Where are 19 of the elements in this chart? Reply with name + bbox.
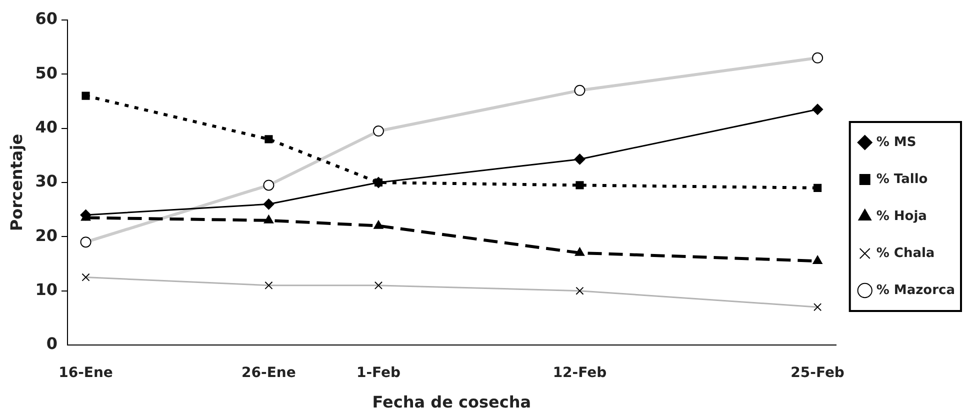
legend-label: % Tallo xyxy=(876,172,928,187)
x-tick-label: 26-Ene xyxy=(242,365,296,382)
y-axis-title: Porcentaje xyxy=(6,134,26,232)
y-tick-label: 30 xyxy=(35,172,58,191)
legend-label: % MS xyxy=(876,134,916,150)
y-tick-label: 0 xyxy=(46,334,58,354)
x-tick-label: 25-Feb xyxy=(790,365,844,382)
legend-label: % Mazorca xyxy=(876,282,956,298)
y-tick-label: 20 xyxy=(35,226,58,245)
x-axis-title: Fecha de cosecha xyxy=(372,392,532,412)
x-tick-label: 12-Feb xyxy=(552,365,607,382)
legend-label: % Chala xyxy=(876,246,935,261)
x-tick-label: 16-Ene xyxy=(58,365,113,382)
y-tick-label: 40 xyxy=(35,117,58,136)
y-tick-label: 60 xyxy=(35,9,58,28)
legend-label: % Hoja xyxy=(876,208,927,224)
y-tick-label: 50 xyxy=(35,63,58,82)
x-tick-label: 1-Feb xyxy=(356,365,401,382)
y-tick-label: 10 xyxy=(35,280,58,299)
